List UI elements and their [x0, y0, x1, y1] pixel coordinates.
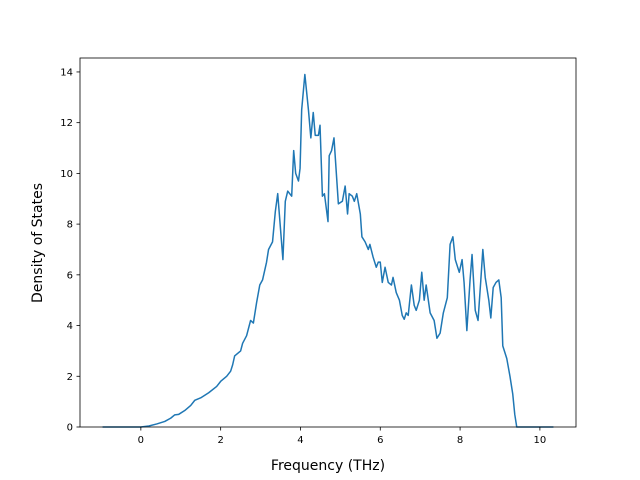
- y-tick-label: 6: [67, 270, 73, 281]
- y-axis-title: Density of States: [30, 183, 46, 303]
- y-tick-label: 8: [67, 220, 73, 231]
- x-tick-label: 2: [217, 435, 223, 446]
- y-tick-label: 12: [60, 118, 73, 129]
- x-tick-label: 6: [377, 435, 383, 446]
- x-tick-label: 8: [457, 435, 463, 446]
- x-tick-label: 0: [138, 435, 144, 446]
- line: [102, 73, 554, 428]
- plot-frame: [79, 57, 577, 428]
- y-tick-label: 4: [67, 321, 73, 332]
- x-axis-title: Frequency (THz): [271, 458, 385, 474]
- y-tick-label: 2: [67, 372, 73, 383]
- y-tick-label: 10: [60, 169, 73, 180]
- x-tick-label: 4: [297, 435, 303, 446]
- y-tick-label: 14: [60, 67, 73, 78]
- x-tick-label: 10: [534, 435, 547, 446]
- y-tick-label: 0: [67, 423, 73, 434]
